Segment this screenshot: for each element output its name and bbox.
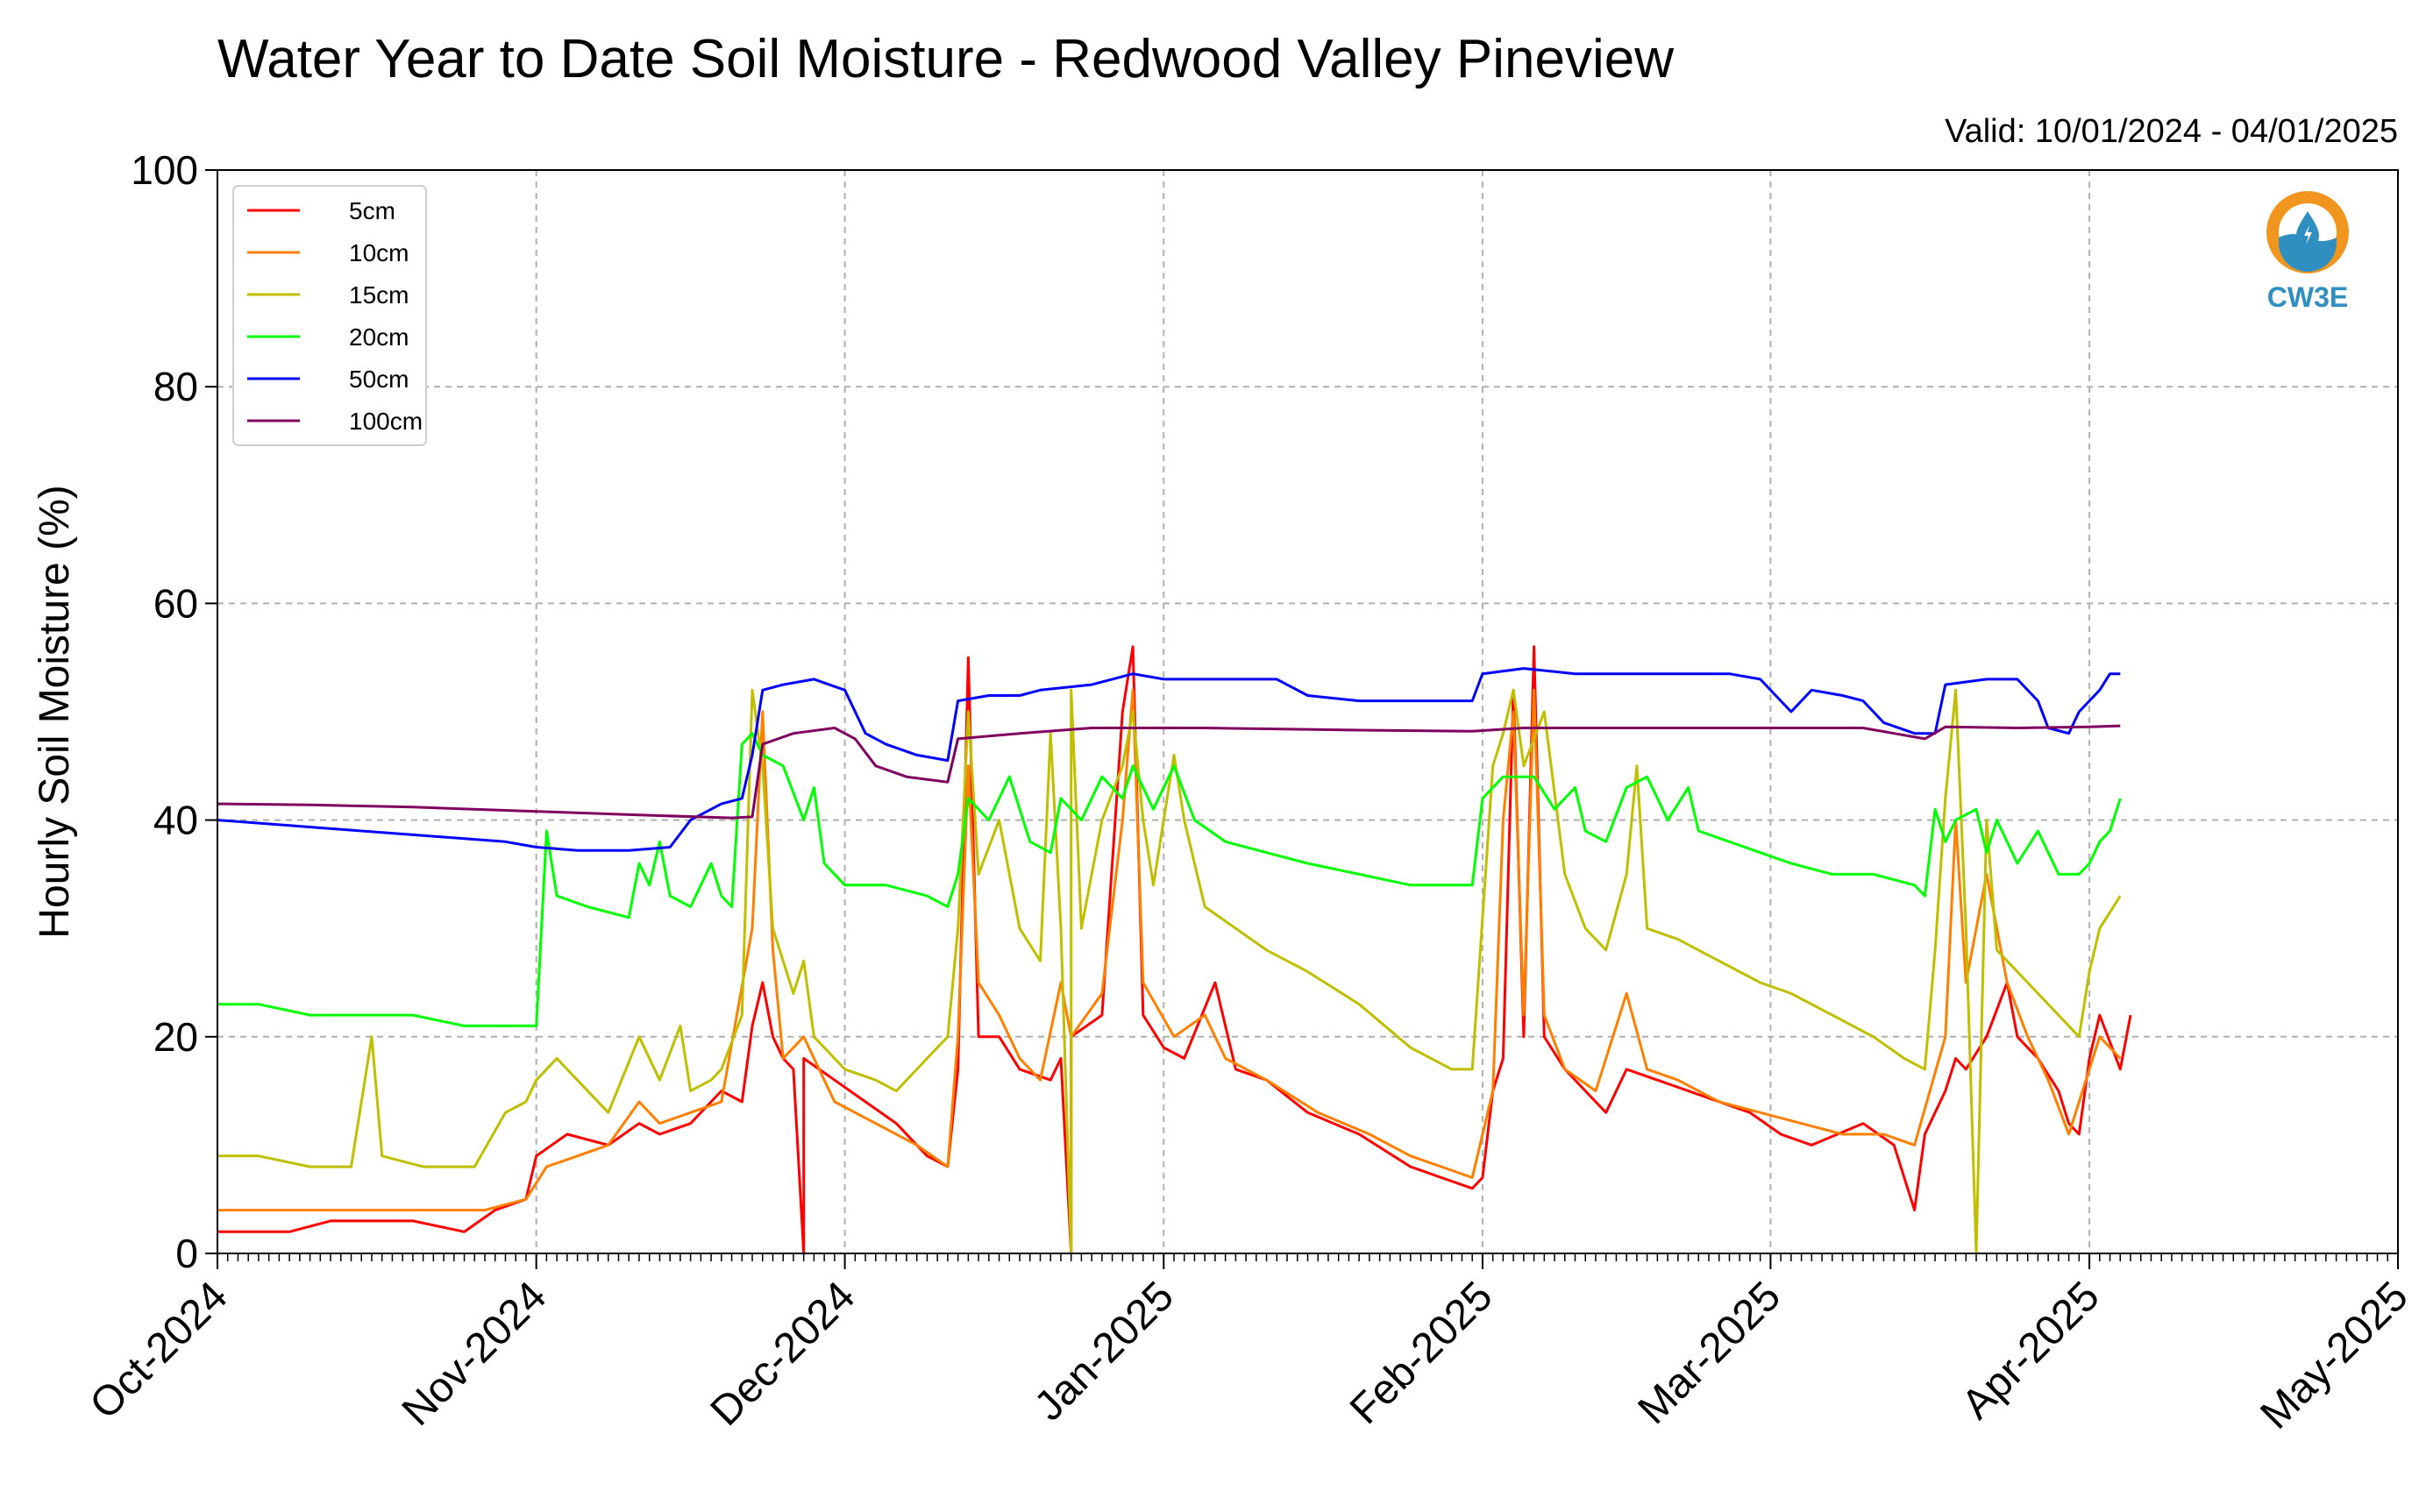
y-tick-label: 20	[153, 1014, 198, 1060]
series-line-100cm	[217, 724, 2121, 820]
series-layer	[217, 645, 2132, 1255]
legend-label-20cm: 20cm	[349, 323, 409, 351]
legend: 5cm 10cm 15cm 20cm 50cm 100cm	[232, 185, 427, 446]
grid-lines	[217, 170, 2398, 1253]
y-axis-label: Hourly Soil Moisture (%)	[32, 485, 78, 938]
legend-label-100cm: 100cm	[349, 408, 423, 435]
cw3e-logo: CW3E	[2266, 191, 2349, 313]
y-tick-label: 40	[153, 798, 198, 843]
legend-box	[232, 185, 427, 446]
legend-label-50cm: 50cm	[349, 366, 409, 393]
legend-label-10cm: 10cm	[349, 239, 409, 266]
valid-date-range: Valid: 10/01/2024 - 04/01/2025	[1945, 113, 2398, 150]
y-axis-ticks: 0 20 40 60 80 100	[131, 147, 217, 1276]
series-line-20cm	[217, 732, 2122, 1027]
series-line-10cm	[217, 688, 2122, 1212]
y-tick-label: 80	[153, 364, 198, 409]
legend-label-5cm: 5cm	[349, 197, 395, 224]
y-tick-label: 100	[131, 147, 198, 193]
logo-drop-mark	[2304, 225, 2312, 245]
series-line-50cm	[217, 667, 2121, 852]
y-tick-label: 60	[153, 580, 198, 626]
legend-label-15cm: 15cm	[349, 281, 409, 309]
series-line-5cm	[217, 645, 2132, 1255]
y-tick-label: 0	[175, 1231, 198, 1276]
logo-wave	[2279, 234, 2337, 272]
logo-text: CW3E	[2267, 281, 2348, 313]
series-line-15cm	[217, 688, 2122, 1255]
chart-title: Water Year to Date Soil Moisture - Redwo…	[217, 29, 1674, 89]
